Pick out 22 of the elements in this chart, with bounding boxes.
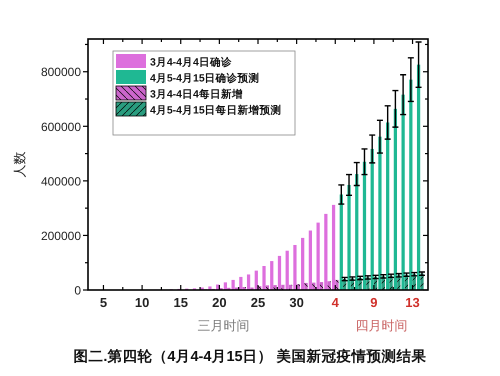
- y-tick-label: 0: [74, 284, 82, 298]
- y-tick-label: 400000: [40, 174, 82, 188]
- x-tick-label: 15: [173, 295, 188, 310]
- legend-label: 3月4-4月4日确诊: [150, 56, 233, 68]
- y-tick-label: 200000: [40, 228, 82, 243]
- text: 图二.第四轮（4月4-4月15日） 美国新冠疫情预测结果: [73, 347, 428, 365]
- x-tick-label: 30: [289, 295, 304, 310]
- text: 四月时间: [356, 318, 408, 333]
- x-axis-title: 三月时间: [198, 318, 250, 333]
- legend-label: 4月5-4月15日每日新增预测: [150, 104, 282, 116]
- legend-label: 3月4-4日4每日新增: [150, 88, 243, 100]
- x-tick-label: 5: [100, 295, 108, 310]
- x-tick-label: 20: [212, 295, 227, 310]
- x-tick-label: 4: [332, 295, 340, 310]
- x-tick-label: 25: [250, 295, 266, 310]
- y-tick-label: 600000: [40, 120, 82, 134]
- legend-label: 4月5-4月15日确诊预测: [150, 72, 260, 84]
- y-axis-title: 人数: [12, 152, 27, 178]
- y-tick-label: 800000: [40, 65, 82, 80]
- x-tick-label: 13: [405, 295, 420, 310]
- x-tick-label: 9: [370, 295, 378, 310]
- x-tick-label: 10: [134, 295, 150, 310]
